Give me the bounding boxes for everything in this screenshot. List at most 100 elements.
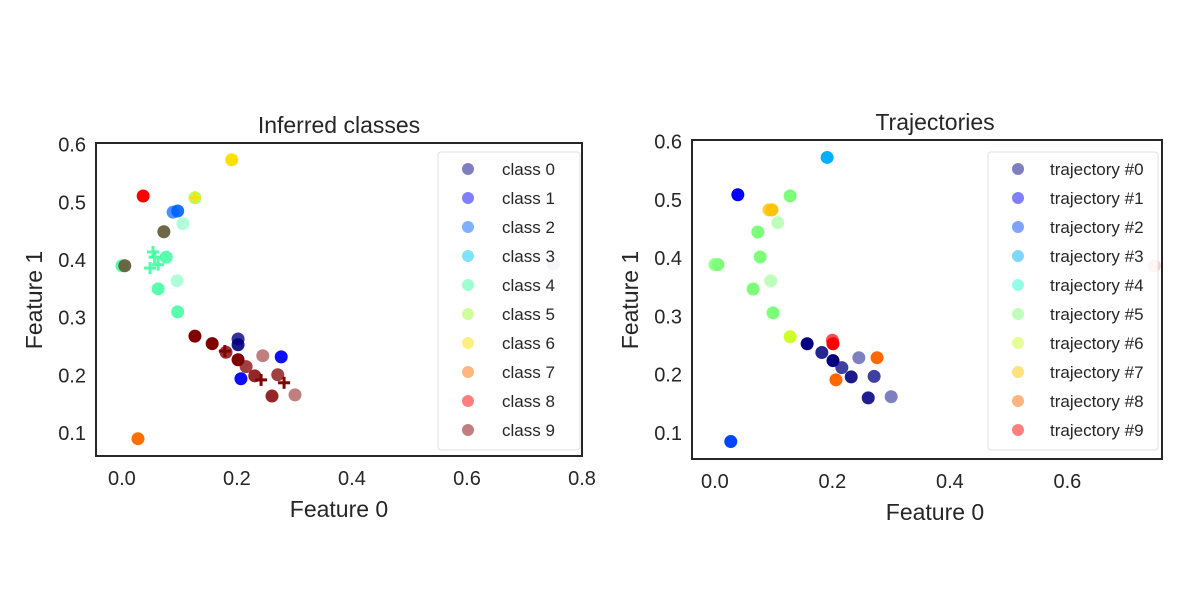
legend-marker	[1012, 250, 1024, 262]
legend-label: trajectory #0	[1050, 160, 1144, 179]
data-point	[766, 306, 780, 320]
legend-marker	[1012, 395, 1024, 407]
x-tick-label: 0.2	[819, 471, 847, 493]
legend-label: class 9	[502, 421, 555, 440]
plus-marker	[278, 376, 291, 389]
x-tick-label: 0.6	[453, 468, 481, 490]
legend-label: class 2	[502, 218, 555, 237]
legend-label: class 1	[502, 189, 555, 208]
data-point	[765, 203, 779, 217]
legend-label: trajectory #9	[1050, 421, 1144, 440]
data-point	[826, 354, 840, 368]
data-point	[870, 351, 884, 365]
legend-label: class 6	[502, 334, 555, 353]
y-tick-label: 0.3	[58, 308, 86, 330]
y-axis-label: Feature 1	[617, 251, 643, 349]
legend-label: trajectory #3	[1050, 247, 1144, 266]
legend-label: class 5	[502, 305, 555, 324]
legend-marker	[1012, 308, 1024, 320]
data-point	[151, 282, 165, 296]
data-point	[171, 204, 185, 218]
data-point	[265, 389, 279, 403]
data-point	[867, 369, 881, 383]
data-point	[731, 188, 745, 202]
legend-marker	[462, 192, 474, 204]
legend-marker	[462, 366, 474, 378]
data-point	[288, 388, 302, 402]
plus-marker	[255, 373, 268, 386]
legend-label: class 8	[502, 392, 555, 411]
legend-label: class 7	[502, 363, 555, 382]
data-point	[800, 337, 814, 351]
legend-marker	[462, 424, 474, 436]
legend-marker	[462, 279, 474, 291]
legend-label: trajectory #6	[1050, 334, 1144, 353]
x-tick-label: 0.4	[338, 468, 366, 490]
x-tick-label: 0.0	[108, 468, 136, 490]
x-axis-label: Feature 0	[886, 499, 984, 525]
axes-frame	[691, 139, 1163, 460]
x-axis-label: Feature 0	[290, 496, 388, 522]
data-point	[771, 216, 785, 230]
x-tick-label: 0.4	[936, 471, 964, 493]
data-point	[835, 361, 849, 375]
data-point	[136, 189, 150, 203]
y-tick-label: 0.4	[58, 250, 86, 272]
legend-marker	[462, 163, 474, 175]
y-tick-label: 0.6	[654, 132, 682, 154]
data-point	[225, 153, 239, 167]
x-tick-label: 0.8	[568, 468, 596, 490]
y-tick-label: 0.1	[58, 423, 86, 445]
data-point	[239, 360, 253, 374]
y-tick-label: 0.4	[654, 248, 682, 270]
plus-marker	[218, 345, 231, 358]
legend-label: trajectory #4	[1050, 276, 1144, 295]
data-point	[724, 435, 738, 449]
y-tick-label: 0.5	[58, 192, 86, 214]
legend-marker	[1012, 366, 1024, 378]
legend-marker	[462, 221, 474, 233]
y-tick-label: 0.2	[58, 365, 86, 387]
legend-label: class 3	[502, 247, 555, 266]
data-point	[764, 274, 778, 288]
data-point	[205, 337, 219, 351]
x-tick-label: 0.0	[701, 471, 729, 493]
data-point	[783, 330, 797, 344]
y-tick-label: 0.6	[58, 135, 86, 157]
data-point	[271, 368, 285, 382]
legend-box	[987, 151, 1159, 451]
data-point	[746, 282, 760, 296]
axes-trajectories: Trajectories Feature 0 Feature 1 0.0 0.2 0…	[617, 109, 1163, 525]
data-point	[256, 349, 270, 363]
chart-title: Trajectories	[875, 109, 994, 135]
y-tick-label: 0.2	[654, 365, 682, 387]
chart-title: Inferred classes	[258, 112, 420, 138]
legend-marker	[1012, 221, 1024, 233]
data-point	[829, 373, 843, 387]
data-point	[815, 345, 829, 359]
data-point	[852, 351, 866, 365]
y-axis-label: Feature 1	[21, 251, 47, 349]
y-tick-label: 0.3	[654, 306, 682, 328]
legend-label: trajectory #8	[1050, 392, 1144, 411]
axes-frame	[95, 142, 583, 457]
plus-marker	[188, 191, 201, 204]
data-point	[884, 390, 898, 404]
y-tick-label: 0.5	[654, 190, 682, 212]
x-tick-label: 0.2	[223, 468, 251, 490]
legend-label: trajectory #5	[1050, 305, 1144, 324]
legend-marker	[1012, 163, 1024, 175]
data-point	[820, 150, 834, 164]
legend-label: class 0	[502, 160, 555, 179]
legend-marker	[462, 337, 474, 349]
data-point	[274, 350, 288, 364]
legend-marker	[1012, 424, 1024, 436]
legend-marker	[462, 250, 474, 262]
legend-label: trajectory #2	[1050, 218, 1144, 237]
data-point	[708, 258, 722, 272]
plus-marker	[144, 262, 157, 275]
data-point	[170, 274, 184, 288]
axes-inferred-classes: Inferred classes Feature 0 Feature 1 0.0…	[21, 112, 596, 522]
legend-label: class 4	[502, 276, 555, 295]
